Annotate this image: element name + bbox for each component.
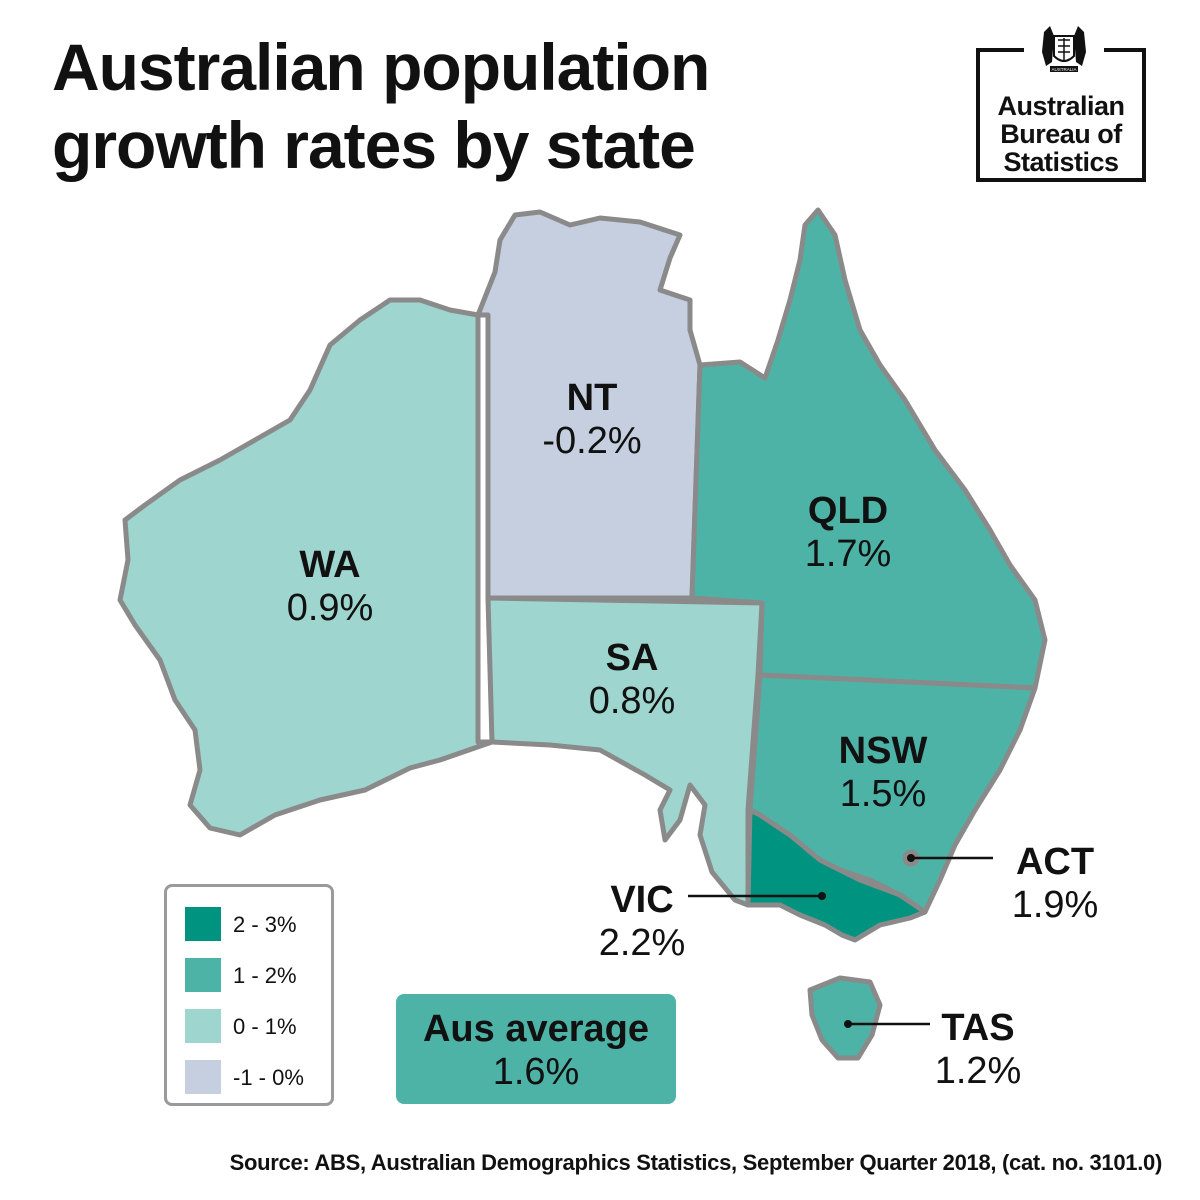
legend: 2 - 3% 1 - 2% 0 - 1% -1 - 0% — [164, 884, 334, 1106]
act-marker — [907, 854, 915, 862]
state-label-act: ACT — [1016, 841, 1094, 883]
vic-marker — [818, 892, 826, 900]
legend-item: -1 - 0% — [185, 1060, 325, 1094]
average-label: Aus average — [422, 1008, 649, 1050]
state-label-qld: QLD — [808, 490, 888, 532]
state-rate-vic: 2.2% — [599, 922, 686, 964]
average-box: Aus average 1.6% — [396, 994, 676, 1104]
legend-swatch — [185, 907, 221, 941]
state-rate-nt: -0.2% — [542, 420, 641, 462]
coat-of-arms-icon: AUSTRALIA — [1024, 22, 1104, 78]
state-region-nt — [475, 209, 703, 601]
org-name: Australian Bureau of Statistics — [997, 91, 1125, 177]
legend-item: 2 - 3% — [185, 907, 325, 941]
state-label-vic: VIC — [610, 879, 673, 921]
legend-item: 1 - 2% — [185, 958, 325, 992]
legend-label: -1 - 0% — [233, 1065, 304, 1090]
state-rate-nsw: 1.5% — [840, 773, 927, 815]
legend-swatch — [185, 958, 221, 992]
source-note: Source: ABS, Australian Demographics Sta… — [229, 1150, 1163, 1175]
legend-item: 0 - 1% — [185, 1009, 325, 1043]
state-rate-act: 1.9% — [1012, 884, 1099, 926]
legend-label: 0 - 1% — [233, 1014, 297, 1039]
state-label-sa: SA — [606, 637, 659, 679]
page-title: Australian population growth rates by st… — [52, 30, 710, 182]
state-rate-sa: 0.8% — [589, 680, 676, 722]
state-rate-wa: 0.9% — [287, 587, 374, 629]
state-region-tas — [807, 975, 883, 1061]
tas-marker — [844, 1020, 852, 1028]
state-region-vic — [745, 807, 928, 943]
crest-text: AUSTRALIA — [1051, 67, 1076, 72]
legend-swatch — [185, 1009, 221, 1043]
legend-swatch — [185, 1060, 221, 1094]
legend-label: 1 - 2% — [233, 963, 297, 988]
average-value: 1.6% — [492, 1051, 580, 1093]
abs-logo: AUSTRALIA Australian Bureau of Statistic… — [976, 22, 1146, 182]
state-label-tas: TAS — [941, 1007, 1014, 1049]
state-label-nsw: NSW — [839, 730, 928, 772]
state-label-nt: NT — [567, 377, 618, 419]
state-rate-qld: 1.7% — [805, 533, 892, 575]
state-label-wa: WA — [299, 544, 360, 586]
legend-label: 2 - 3% — [233, 912, 297, 937]
state-rate-tas: 1.2% — [935, 1050, 1022, 1092]
state-region-wa — [117, 297, 495, 838]
